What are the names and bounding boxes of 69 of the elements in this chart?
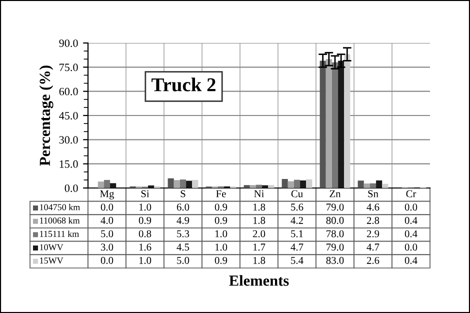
- data-label: 0.0: [100, 204, 114, 211]
- data-label: 4.9: [176, 216, 190, 224]
- data-label: 1.8: [253, 216, 266, 224]
- data-label: 79.0: [326, 204, 344, 211]
- x-tick-label: S: [180, 190, 186, 198]
- data-label: 0.4: [404, 216, 418, 224]
- x-tick-label: Sn: [368, 190, 378, 198]
- data-label: 5.4: [291, 256, 304, 264]
- data-label: 2.9: [366, 230, 380, 238]
- data-label: 1.7: [253, 244, 266, 251]
- data-label: 4.7: [290, 244, 304, 251]
- y-tick-label: 30.0: [59, 136, 78, 144]
- data-label: 4.5: [176, 244, 190, 251]
- data-label: 4.2: [290, 216, 303, 224]
- x-tick-label: Fe: [216, 190, 226, 198]
- data-label: 0.9: [214, 256, 228, 264]
- data-label: 0.0: [100, 256, 114, 264]
- legend-label: 10WV: [40, 244, 64, 250]
- y-tick-label: 0.0: [64, 184, 78, 192]
- data-label: 79.0: [326, 244, 344, 251]
- data-label: 5.1: [291, 230, 303, 238]
- x-axis-title: Elements: [229, 275, 289, 286]
- legend-label: 110068 km: [40, 217, 80, 224]
- x-tick-label: Si: [141, 190, 150, 198]
- legend-label: 115111 km: [40, 230, 79, 237]
- x-tick-label: Zn: [330, 190, 341, 198]
- y-tick-label: 90.0: [59, 39, 78, 48]
- data-label: 80.0: [326, 216, 344, 224]
- data-label: 0.8: [138, 230, 152, 238]
- data-label: 5.6: [291, 204, 304, 211]
- data-label: 0.4: [404, 230, 418, 238]
- data-label: 1.0: [215, 230, 228, 238]
- x-tick-label: Cu: [291, 190, 303, 198]
- data-label: 78.0: [326, 230, 344, 238]
- legend-label: 15WV: [40, 258, 64, 264]
- data-label: 2.6: [366, 256, 380, 264]
- data-label: 4.6: [366, 204, 380, 211]
- data-label: 0.0: [404, 244, 418, 251]
- y-tick-label: 60.0: [59, 88, 78, 96]
- x-tick-label: Cr: [406, 190, 416, 198]
- data-label: 5.0: [177, 256, 190, 264]
- data-label: 4.0: [100, 216, 114, 224]
- data-label: 0.4: [404, 256, 418, 264]
- data-label: 1.6: [139, 244, 152, 251]
- y-tick-label: 15.0: [60, 160, 78, 168]
- data-label: 6.0: [176, 204, 190, 211]
- data-label: 1.0: [215, 244, 228, 251]
- y-tick-label: 45.0: [59, 112, 78, 120]
- data-label: 83.0: [326, 256, 344, 264]
- annotation: Truck 2: [152, 78, 216, 92]
- data-label: 4.7: [366, 244, 380, 251]
- data-label: 1.8: [253, 256, 266, 264]
- x-tick-label: Mg: [100, 190, 114, 200]
- data-label: 5.0: [101, 230, 114, 238]
- y-axis-title: Percentage (%): [39, 66, 54, 166]
- data-label: 0.0: [404, 204, 418, 211]
- y-tick-label: 75.0: [60, 64, 78, 72]
- legend-label: 104750 km: [40, 204, 80, 210]
- data-label: 0.9: [138, 216, 152, 224]
- data-label: 2.0: [252, 230, 266, 238]
- data-label: 5.3: [177, 230, 190, 238]
- data-label: 1.0: [139, 204, 152, 211]
- data-label: 1.0: [139, 256, 152, 264]
- data-label: 1.8: [253, 204, 266, 211]
- data-label: 0.9: [214, 216, 228, 224]
- x-tick-label: Ni: [254, 190, 264, 198]
- data-label: 0.9: [214, 204, 228, 211]
- data-label: 2.8: [366, 216, 380, 224]
- data-label: 3.0: [100, 244, 114, 251]
